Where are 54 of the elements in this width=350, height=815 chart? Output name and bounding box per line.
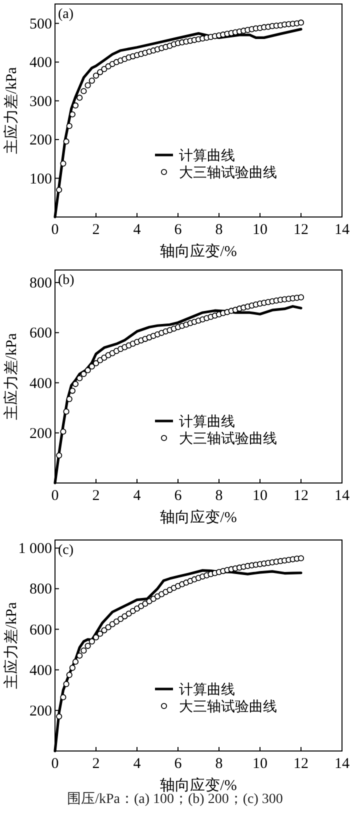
y-axis-title: 主应力差/kPa <box>3 332 20 420</box>
y-tick-label: 1 000 <box>18 541 52 558</box>
x-tick-label: 8 <box>215 488 223 504</box>
x-tick-label: 12 <box>294 488 308 504</box>
x-axis-title: 轴向应变/% <box>160 243 237 260</box>
x-tick-label: 2 <box>92 488 100 504</box>
x-tick-label: 6 <box>174 756 182 772</box>
text: 围压/kPa：(a) 100；(b) 200；(c) 300 <box>67 792 283 807</box>
y-tick-label: 400 <box>30 662 52 679</box>
x-tick-label: 4 <box>133 222 142 238</box>
x-tick-label: 14 <box>334 756 350 772</box>
annotation: (a) <box>58 7 74 22</box>
x-tick-label: 4 <box>133 488 142 504</box>
x-tick-label: 8 <box>215 222 223 238</box>
x-tick-label: 0 <box>51 756 59 772</box>
y-tick-label: 800 <box>30 276 52 292</box>
legend-label: 大三轴试验曲线 <box>179 699 277 715</box>
x-tick-label: 10 <box>252 488 268 504</box>
legend-label: 计算曲线 <box>179 148 235 164</box>
y-tick-label: 200 <box>30 426 52 442</box>
y-tick-label: 100 <box>30 171 52 188</box>
legend-label: 大三轴试验曲线 <box>179 165 277 181</box>
x-tick-label: 8 <box>215 756 223 772</box>
x-tick-label: 4 <box>133 756 142 772</box>
legend-label: 计算曲线 <box>179 682 235 698</box>
x-axis-title: 轴向应变/% <box>160 509 237 526</box>
x-tick-label: 14 <box>334 222 350 238</box>
legend-label: 大三轴试验曲线 <box>179 431 277 447</box>
annotation: (b) <box>58 273 75 288</box>
y-tick-label: 600 <box>30 622 52 638</box>
x-tick-label: 6 <box>174 222 182 238</box>
y-tick-label: 300 <box>30 94 52 110</box>
x-tick-label: 14 <box>334 488 350 504</box>
y-tick-label: 800 <box>30 582 52 598</box>
y-tick-label: 200 <box>30 132 52 149</box>
y-tick-label: 600 <box>30 326 52 342</box>
y-tick-label: 400 <box>30 55 52 72</box>
y-axis-title: 主应力差/kPa <box>3 602 20 689</box>
x-tick-label: 10 <box>252 222 268 238</box>
x-tick-label: 6 <box>174 488 182 504</box>
y-axis-title: 主应力差/kPa <box>3 66 20 154</box>
y-tick-label: 200 <box>30 703 52 720</box>
x-tick-label: 12 <box>294 222 308 238</box>
annotation: (c) <box>58 543 74 558</box>
x-tick-label: 2 <box>92 756 100 772</box>
x-axis-title: 轴向应变/% <box>160 777 237 794</box>
y-tick-label: 500 <box>30 16 52 32</box>
legend-label: 计算曲线 <box>179 414 235 430</box>
x-tick-label: 10 <box>252 756 268 772</box>
x-tick-label: 12 <box>294 756 308 772</box>
x-tick-label: 0 <box>51 222 59 238</box>
x-tick-label: 2 <box>92 222 100 238</box>
y-tick-label: 400 <box>30 376 52 392</box>
x-tick-label: 0 <box>51 488 59 504</box>
